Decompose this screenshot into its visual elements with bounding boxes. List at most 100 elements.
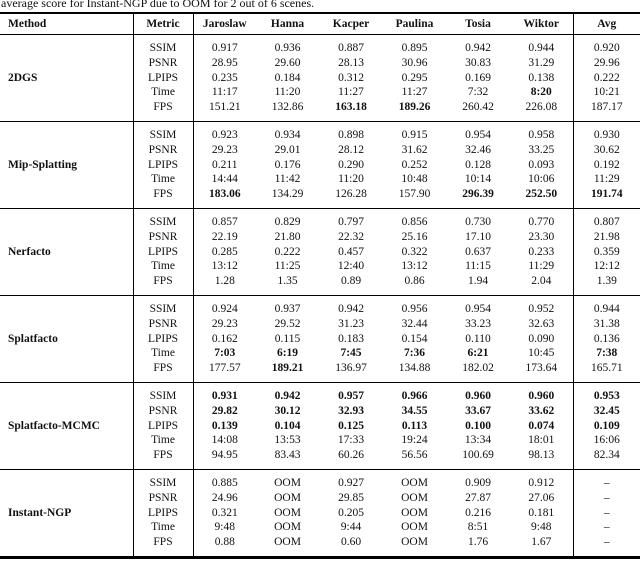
value-cell: 0.898 [338,128,364,141]
table-row: FPS 0.88 OOM 0.60 OOM 1.76 1.67 – [0,535,640,558]
value-cell: 187.17 [572,100,640,122]
value-cell: 33.62 [528,404,555,417]
value-cell: 7:36 [403,347,426,360]
value-cell: 0.192 [572,157,640,173]
metric-cell: SSIM [132,208,193,230]
value-cell: 163.18 [335,101,367,114]
value-cell: 0.176 [274,158,301,171]
metric-cell: LPIPS [132,244,193,260]
method-cell: Mip-Splatting [8,158,78,171]
value-cell: 0.321 [192,505,256,521]
value-cell: 29.82 [192,403,256,419]
value-cell: 126.28 [335,188,367,201]
value-cell: 11:20 [274,86,301,99]
value-cell: 1.76 [467,536,489,549]
method-cell: 2DGS [8,71,38,84]
header-scene-jaroslaw: Jaroslaw [192,13,256,35]
value-cell: 22.19 [192,229,256,245]
value-cell: 1.28 [192,274,256,296]
metric-cell: SSIM [132,121,193,143]
value-cell: 0.252 [401,158,428,171]
value-cell: 29.23 [192,142,256,158]
value-cell: 189.26 [398,101,431,114]
metric-cell: PSNR [132,316,193,332]
table-row: PSNR 24.96 OOM 29.85 OOM 27.87 27.06 – [0,490,640,506]
value-cell: 8:51 [467,521,489,534]
value-cell: 2.04 [531,275,552,288]
metric-cell: PSNR [132,55,193,71]
value-cell: 9:48 [531,521,552,534]
value-cell: 165.71 [572,361,640,383]
method-cell: Instant-NGP [8,506,72,519]
value-cell: 0.920 [572,34,640,56]
value-cell: 0.895 [401,42,428,54]
value-cell: 94.95 [192,448,256,470]
value-cell: 0.138 [528,71,555,84]
metric-cell: LPIPS [132,505,193,521]
metric-cell: Time [132,85,193,101]
value-cell: 0.797 [338,215,364,228]
value-cell: 0.109 [572,418,640,434]
value-cell: 16:06 [572,433,640,449]
value-cell: 0.110 [465,332,491,345]
value-cell: 13:12 [401,260,428,273]
value-cell: 17.10 [465,230,491,243]
metric-cell: LPIPS [132,157,193,173]
value-cell: 7:45 [340,347,362,360]
table-row: FPS 183.06 134.29 126.28 157.90 296.39 252.50 1… [0,187,640,209]
value-cell: 0.104 [274,419,301,432]
value-cell: 82.34 [572,448,640,470]
metric-cell: SSIM [132,382,193,404]
method-group: Splatfacto-MCMC SSIM 0.931 0.942 0.957 0.966 0… [0,382,640,470]
value-cell: OOM [401,476,428,489]
value-cell: 0.829 [274,215,301,228]
metric-cell: FPS [132,535,193,558]
metric-cell: FPS [132,361,193,383]
value-cell: 0.885 [192,469,256,491]
value-cell: 28.13 [338,56,364,69]
table-row: Mip-Splatting SSIM 0.923 0.934 0.898 0.915 0.9… [0,121,640,171]
metric-cell: FPS [132,274,193,296]
value-cell: 29.23 [192,316,256,332]
value-cell: 0.184 [274,71,301,84]
value-cell: 0.235 [192,70,256,86]
value-cell: 0.128 [465,158,491,171]
method-cell: Splatfacto-MCMC [8,419,100,432]
table-row: Splatfacto SSIM 0.924 0.937 0.942 0.956 0.954 0… [0,295,640,345]
value-cell: 0.954 [465,302,491,315]
value-cell: 0.457 [338,245,364,258]
value-cell: 14:08 [192,433,256,449]
value-cell: OOM [274,491,301,504]
value-cell: 17:33 [337,434,365,447]
header-scene-wiktor: Wiktor [510,13,573,35]
value-cell: 56.56 [401,449,428,462]
method-group: Instant-NGP SSIM 0.885 OOM 0.927 OOM 0.909 0.91… [0,469,640,558]
value-cell: 136.97 [335,362,367,375]
metric-cell: SSIM [132,469,193,491]
metric-cell: LPIPS [132,331,193,347]
table-row: Time 14:44 11:42 11:20 10:48 10:14 10:06 11:29 [0,172,640,188]
value-cell: 0.856 [401,215,428,228]
value-cell: 0.923 [192,121,256,143]
value-cell: 0.88 [192,535,256,558]
value-cell: 0.093 [528,158,555,171]
value-cell: 29.01 [274,143,301,156]
value-cell: 0.074 [528,419,555,432]
method-group: Mip-Splatting SSIM 0.923 0.934 0.898 0.915 0.9… [0,121,640,209]
value-cell: 0.944 [528,42,555,54]
value-cell: – [572,535,640,558]
value-cell: 182.02 [462,362,494,375]
value-cell: 151.21 [192,100,256,122]
value-cell: OOM [401,521,428,534]
value-cell: 33.25 [528,143,555,156]
value-cell: 296.39 [462,188,494,201]
value-cell: OOM [274,536,301,549]
value-cell: OOM [274,476,301,489]
value-cell: 0.136 [572,331,640,347]
metric-cell: Time [132,520,193,536]
value-cell: 0.115 [274,332,301,345]
metric-cell: LPIPS [132,418,193,434]
value-cell: 191.74 [572,187,640,209]
value-cell: – [572,469,640,491]
value-cell: 30.83 [465,56,491,69]
